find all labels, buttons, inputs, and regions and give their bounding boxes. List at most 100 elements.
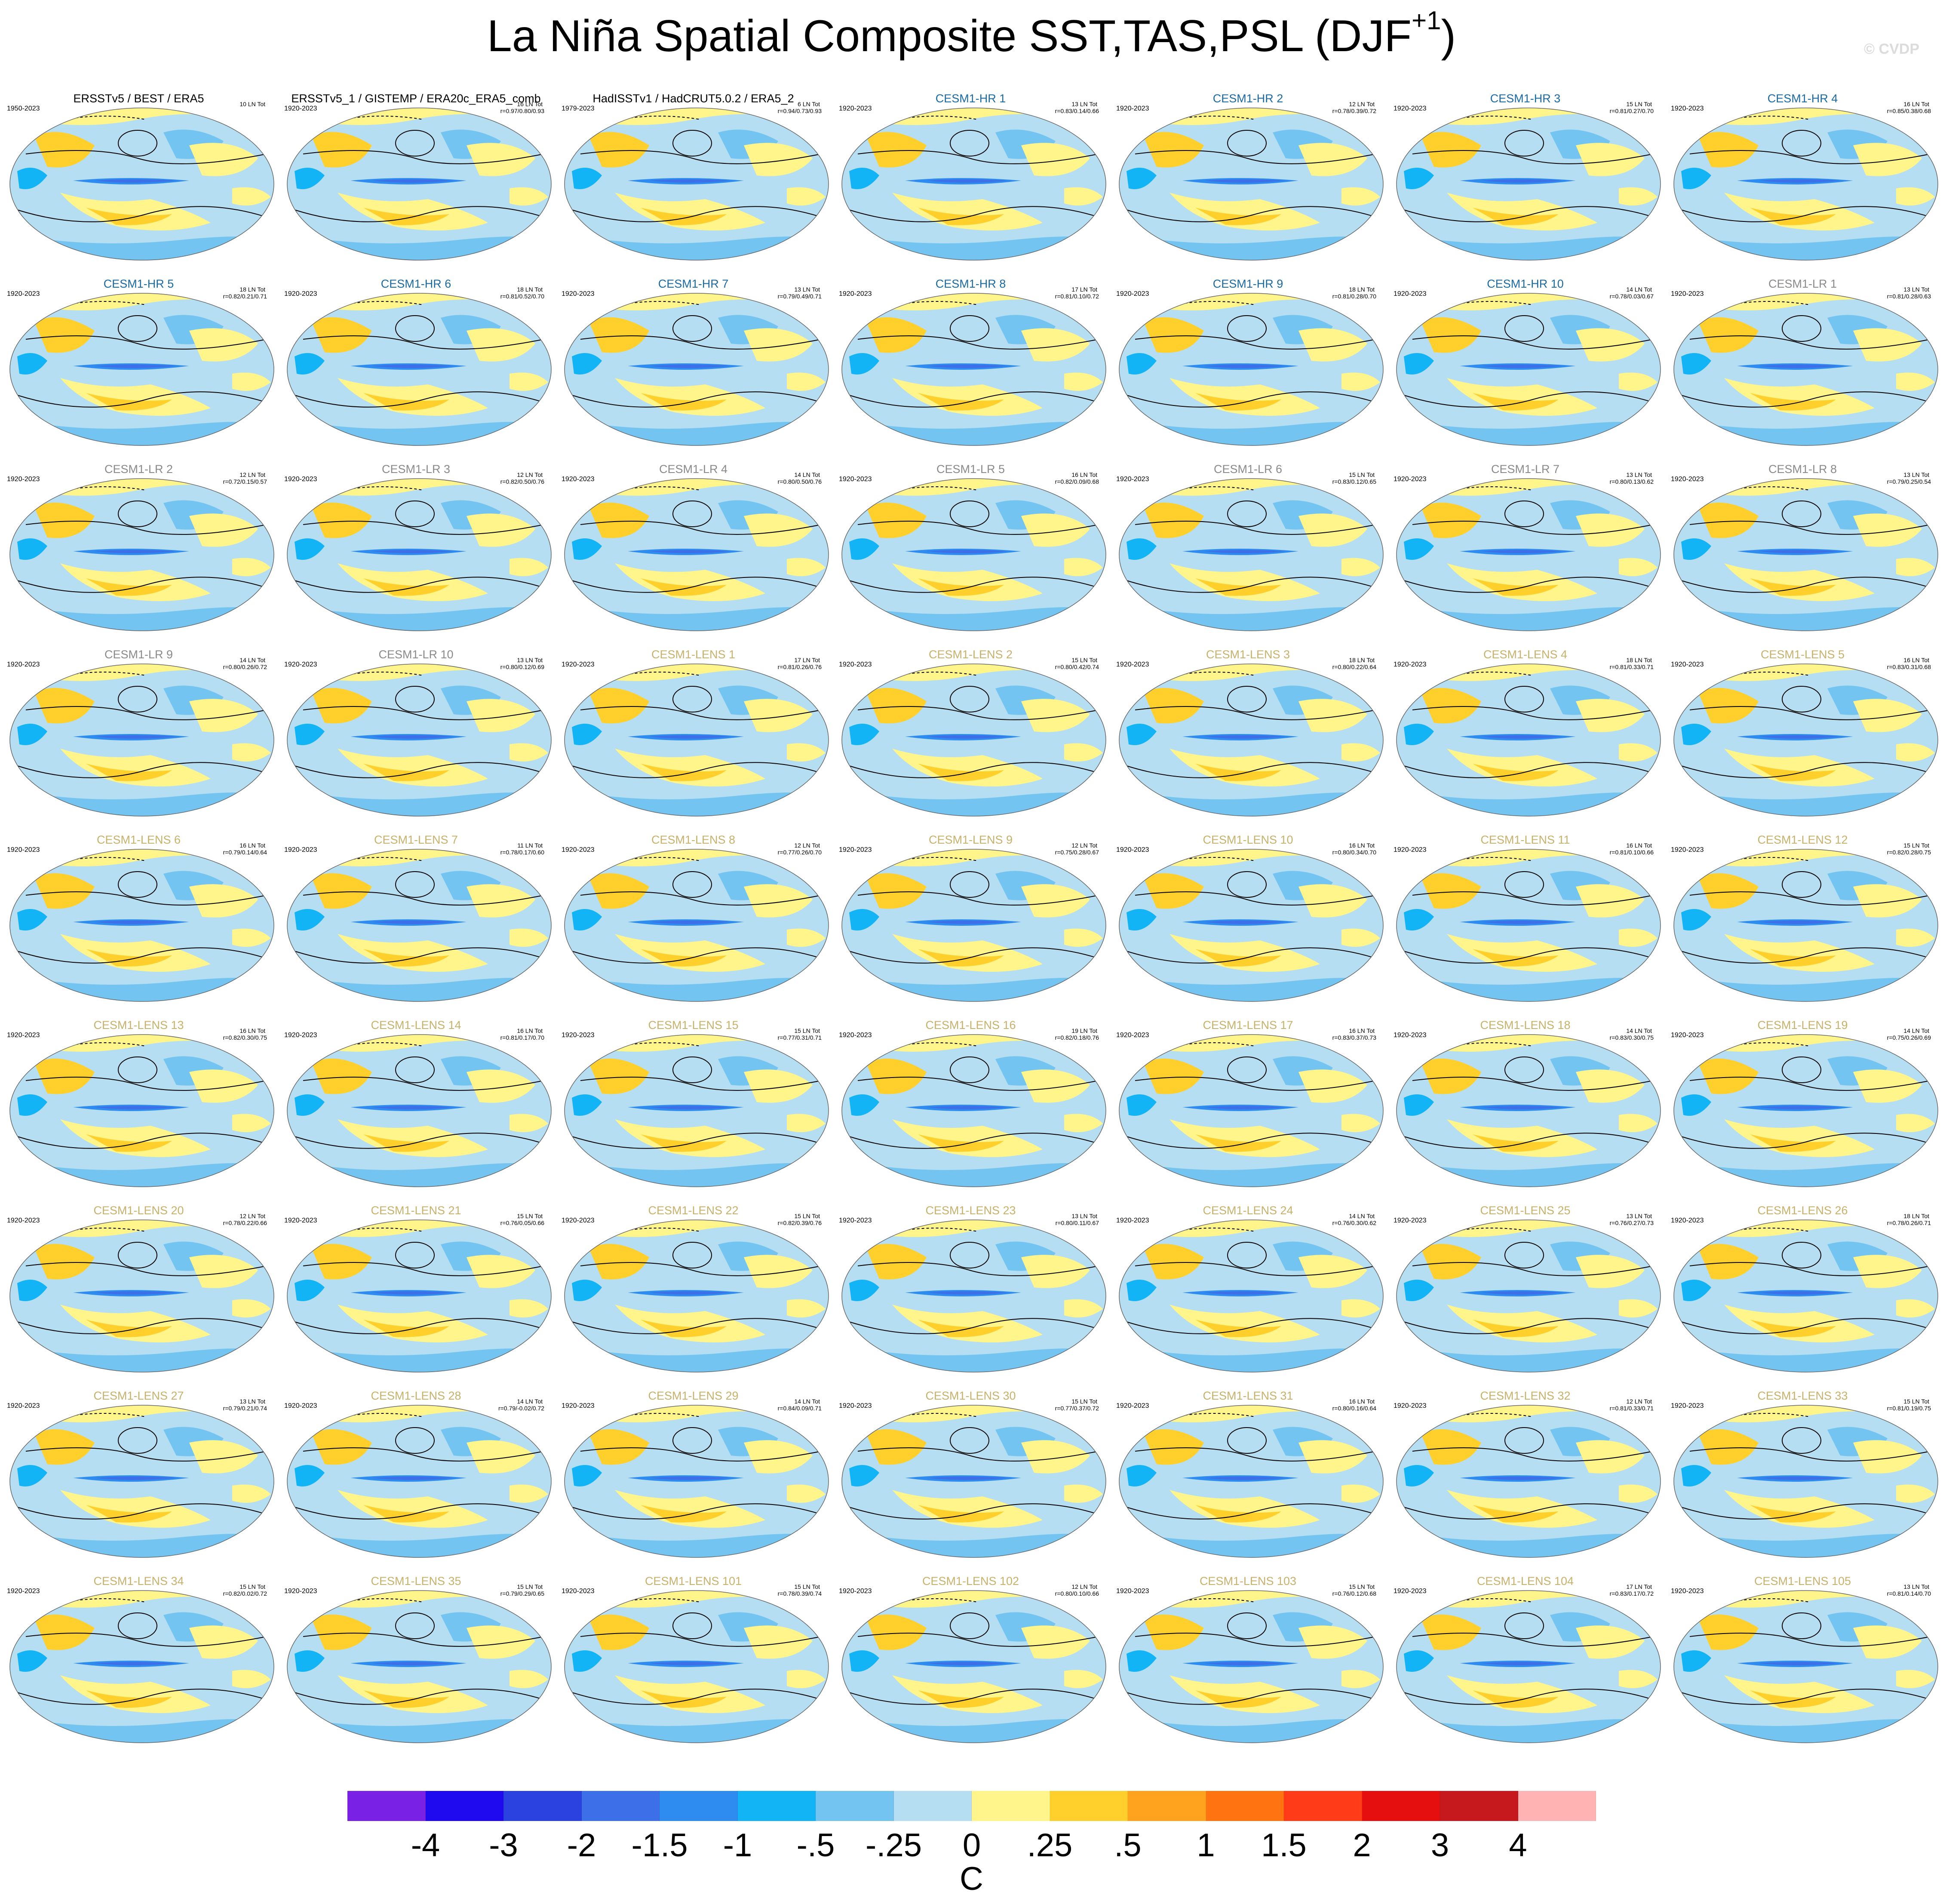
panel-years: 1920-2023 bbox=[562, 661, 595, 668]
panel-event-count: 13 LN Tot bbox=[1903, 286, 1929, 293]
map-panel: CESM1-LENS 7 1920-2023 11 LN Tot r=0.78/0.1… bbox=[277, 832, 555, 1017]
panel-title: CESM1-LENS 35 bbox=[371, 1575, 461, 1588]
panel-pattern-correlation: r=0.80/0.50/0.76 bbox=[777, 478, 822, 485]
panel-title: CESM1-LENS 22 bbox=[648, 1204, 739, 1217]
global-anomaly-map bbox=[287, 663, 552, 817]
panel-pattern-correlation: r=0.82/0.30/0.75 bbox=[223, 1034, 267, 1041]
panel-pattern-correlation: r=0.82/0.02/0.72 bbox=[223, 1590, 267, 1597]
panel-title: CESM1-LR 5 bbox=[936, 463, 1005, 476]
colorbar-tick: -.5 bbox=[796, 1827, 835, 1864]
panel-pattern-correlation: r=0.77/0.37/0.72 bbox=[1055, 1405, 1099, 1412]
panel-title: CESM1-HR 3 bbox=[1490, 92, 1561, 105]
panel-years: 1920-2023 bbox=[1671, 290, 1704, 298]
panel-years: 1920-2023 bbox=[284, 1032, 317, 1039]
panel-pattern-correlation: r=0.82/0.18/0.76 bbox=[1055, 1034, 1099, 1041]
global-anomaly-map bbox=[1396, 293, 1661, 446]
panel-years: 1920-2023 bbox=[7, 1588, 40, 1595]
panel-pattern-correlation: r=0.80/0.12/0.69 bbox=[500, 663, 544, 670]
colorbar-swatch bbox=[660, 1791, 738, 1821]
global-anomaly-map bbox=[841, 107, 1106, 261]
map-panel: CESM1-LR 8 1920-2023 13 LN Tot r=0.79/0.25/… bbox=[1664, 462, 1941, 647]
panel-years: 1920-2023 bbox=[7, 1217, 40, 1224]
panel-pattern-correlation: r=0.80/0.42/0.74 bbox=[1055, 663, 1099, 670]
colorbar-swatch bbox=[503, 1791, 582, 1821]
panel-event-count: 14 LN Tot bbox=[239, 657, 265, 663]
colorbar-tick: 0 bbox=[962, 1827, 981, 1864]
panel-title: CESM1-LR 9 bbox=[104, 648, 173, 661]
colorbar-swatch bbox=[581, 1791, 660, 1821]
panel-event-count: 15 LN Tot bbox=[1349, 471, 1375, 478]
panel-years: 1920-2023 bbox=[1116, 105, 1149, 112]
panel-event-count: 12 LN Tot bbox=[517, 471, 543, 478]
panel-title: CESM1-HR 4 bbox=[1767, 92, 1838, 105]
panel-event-count: 13 LN Tot bbox=[1626, 1213, 1652, 1219]
panel-title: CESM1-LENS 33 bbox=[1757, 1389, 1848, 1402]
panel-event-count: 12 LN Tot bbox=[794, 842, 820, 849]
global-anomaly-map bbox=[564, 1590, 829, 1743]
panel-title: CESM1-LENS 103 bbox=[1199, 1575, 1297, 1588]
panel-title: CESM1-LENS 2 bbox=[928, 648, 1013, 661]
map-panel: CESM1-LENS 21 1920-2023 15 LN Tot r=0.76/0.… bbox=[277, 1203, 555, 1388]
panel-years: 1920-2023 bbox=[839, 476, 872, 483]
panel-pattern-correlation: r=0.81/0.28/0.70 bbox=[1332, 293, 1376, 300]
global-anomaly-map bbox=[1673, 107, 1938, 261]
map-panel: CESM1-LENS 19 1920-2023 14 LN Tot r=0.75/0.… bbox=[1664, 1018, 1941, 1203]
map-panel: CESM1-LENS 22 1920-2023 15 LN Tot r=0.82/0.… bbox=[555, 1203, 832, 1388]
map-panel: CESM1-LENS 103 1920-2023 15 LN Tot r=0.76/0… bbox=[1109, 1574, 1387, 1759]
panel-event-count: 16 LN Tot bbox=[1903, 657, 1929, 663]
panel-years: 1920-2023 bbox=[1116, 1217, 1149, 1224]
panel-event-count: 12 LN Tot bbox=[239, 1213, 265, 1219]
panel-title: CESM1-LENS 1 bbox=[651, 648, 736, 661]
global-anomaly-map bbox=[287, 1405, 552, 1558]
panel-event-count: 6 LN Tot bbox=[798, 101, 820, 107]
map-panel: CESM1-LENS 32 1920-2023 12 LN Tot r=0.81/0.… bbox=[1387, 1388, 1664, 1573]
panel-pattern-correlation: r=0.82/0.21/0.71 bbox=[223, 293, 267, 300]
global-anomaly-map bbox=[9, 1034, 274, 1187]
panel-pattern-correlation: r=0.81/0.10/0.72 bbox=[1055, 293, 1099, 300]
panel-event-count: 16 LN Tot bbox=[1349, 842, 1375, 849]
panel-title: CESM1-HR 7 bbox=[658, 277, 729, 290]
panel-pattern-correlation: r=0.79/0.14/0.64 bbox=[223, 849, 267, 856]
panel-pattern-correlation: r=0.83/0.17/0.72 bbox=[1609, 1590, 1654, 1597]
panel-title: CESM1-LR 1 bbox=[1768, 277, 1837, 290]
panel-pattern-correlation: r=0.80/0.11/0.67 bbox=[1055, 1219, 1099, 1226]
panel-years: 1920-2023 bbox=[839, 1402, 872, 1410]
panel-pattern-correlation: r=0.80/0.26/0.72 bbox=[223, 663, 267, 670]
panel-title: CESM1-LENS 3 bbox=[1206, 648, 1290, 661]
panel-years: 1920-2023 bbox=[7, 290, 40, 298]
panel-event-count: 15 LN Tot bbox=[1071, 1398, 1097, 1405]
panel-event-count: 18 LN Tot bbox=[1903, 1213, 1929, 1219]
colorbar-swatch bbox=[1440, 1791, 1518, 1821]
panel-title: CESM1-LR 6 bbox=[1213, 463, 1283, 476]
global-anomaly-map bbox=[1119, 293, 1384, 446]
map-panel: CESM1-LR 9 1920-2023 14 LN Tot r=0.80/0.26/… bbox=[0, 647, 277, 832]
map-panel: CESM1-HR 10 1920-2023 14 LN Tot r=0.78/0.03… bbox=[1387, 276, 1664, 461]
global-anomaly-map bbox=[564, 107, 829, 261]
map-panel: CESM1-LENS 24 1920-2023 14 LN Tot r=0.76/0.… bbox=[1109, 1203, 1387, 1388]
panel-event-count: 16 LN Tot bbox=[1903, 101, 1929, 107]
panel-pattern-correlation: r=0.81/0.26/0.76 bbox=[777, 663, 822, 670]
panel-years: 1920-2023 bbox=[562, 1402, 595, 1410]
colorbar-tick: -1 bbox=[723, 1827, 752, 1864]
panel-pattern-correlation: r=0.80/0.16/0.64 bbox=[1332, 1405, 1376, 1412]
panel-title: CESM1-HR 1 bbox=[935, 92, 1006, 105]
panel-title: ERSSTv5 / BEST / ERA5 bbox=[73, 92, 204, 105]
panel-title: CESM1-LENS 105 bbox=[1754, 1575, 1851, 1588]
panel-pattern-correlation: r=0.83/0.14/0.66 bbox=[1055, 107, 1099, 114]
panel-years: 1920-2023 bbox=[562, 1032, 595, 1039]
panel-title: CESM1-LENS 20 bbox=[93, 1204, 184, 1217]
panel-pattern-correlation: r=0.78/0.26/0.71 bbox=[1887, 1219, 1931, 1226]
panel-event-count: 15 LN Tot bbox=[1071, 657, 1097, 663]
panel-years: 1920-2023 bbox=[1394, 1217, 1427, 1224]
panel-pattern-correlation: r=0.77/0.31/0.71 bbox=[777, 1034, 822, 1041]
panel-title: CESM1-LENS 5 bbox=[1760, 648, 1845, 661]
panel-years: 1920-2023 bbox=[1671, 476, 1704, 483]
panel-title: CESM1-LENS 4 bbox=[1483, 648, 1568, 661]
panel-years: 1920-2023 bbox=[1116, 846, 1149, 854]
global-anomaly-map bbox=[1673, 1590, 1938, 1743]
map-panel: HadISSTv1 / HadCRUT5.0.2 / ERA5_2 1979-20… bbox=[555, 91, 832, 276]
map-panel: CESM1-LR 4 1920-2023 14 LN Tot r=0.80/0.50/… bbox=[555, 462, 832, 647]
panel-pattern-correlation: r=0.78/0.17/0.60 bbox=[500, 849, 544, 856]
map-panel: CESM1-LENS 1 1920-2023 17 LN Tot r=0.81/0.2… bbox=[555, 647, 832, 832]
panel-event-count: 17 LN Tot bbox=[794, 657, 820, 663]
